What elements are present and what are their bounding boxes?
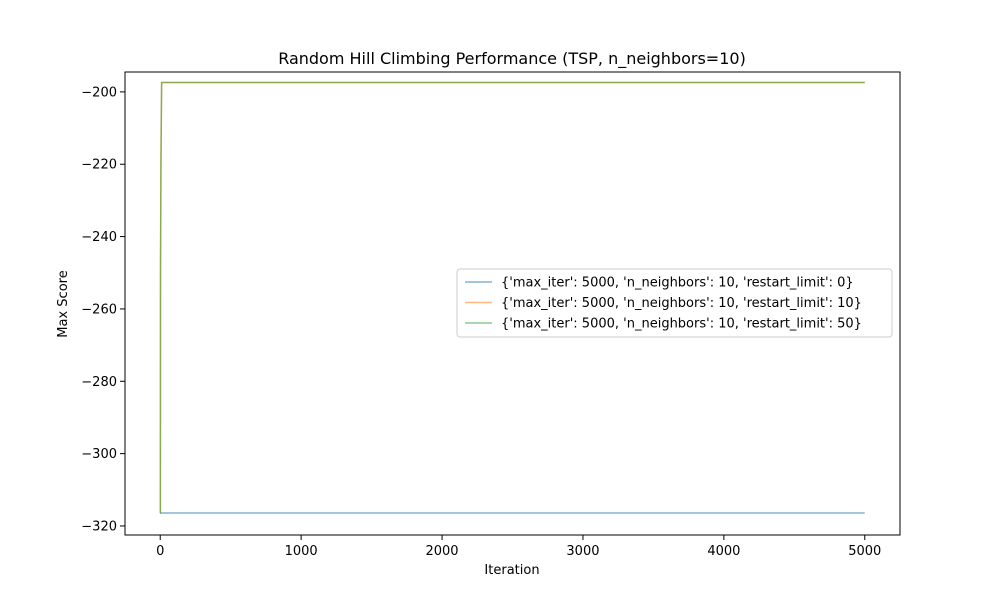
y-tick-label: −200 <box>81 85 117 100</box>
legend-frame <box>456 268 893 338</box>
x-tick-label: 2000 <box>425 544 458 559</box>
x-tick-label: 0 <box>156 544 164 559</box>
legend-label-0: {'max_iter': 5000, 'n_neighbors': 10, 'r… <box>501 276 854 291</box>
legend-label-1: {'max_iter': 5000, 'n_neighbors': 10, 'r… <box>501 296 862 311</box>
x-tick-label: 5000 <box>848 544 881 559</box>
axes-frame <box>124 71 901 536</box>
y-tick-label: −240 <box>81 230 117 245</box>
y-tick-label: −280 <box>81 375 117 390</box>
legend-label-2: {'max_iter': 5000, 'n_neighbors': 10, 'r… <box>501 317 862 332</box>
chart-title: Random Hill Climbing Performance (TSP, n… <box>278 49 746 69</box>
y-tick-label: −320 <box>81 519 117 534</box>
y-tick-label: −260 <box>81 302 117 317</box>
x-tick-label: 4000 <box>707 544 740 559</box>
series-line-2 <box>159 81 865 514</box>
y-tick-label: −300 <box>81 447 117 462</box>
y-axis-title: Max Score <box>56 270 71 337</box>
x-axis: 0 1000 2000 3000 4000 5000 <box>156 535 881 559</box>
x-axis-title: Iteration <box>484 563 539 578</box>
plot-area <box>159 81 865 514</box>
legend: {'max_iter': 5000, 'n_neighbors': 10, 'r… <box>456 268 893 338</box>
x-tick-label: 1000 <box>285 544 318 559</box>
y-axis: −320 −300 −280 −260 −240 −220 −200 <box>81 85 125 534</box>
x-tick-label: 3000 <box>566 544 599 559</box>
y-tick-label: −220 <box>81 158 117 173</box>
